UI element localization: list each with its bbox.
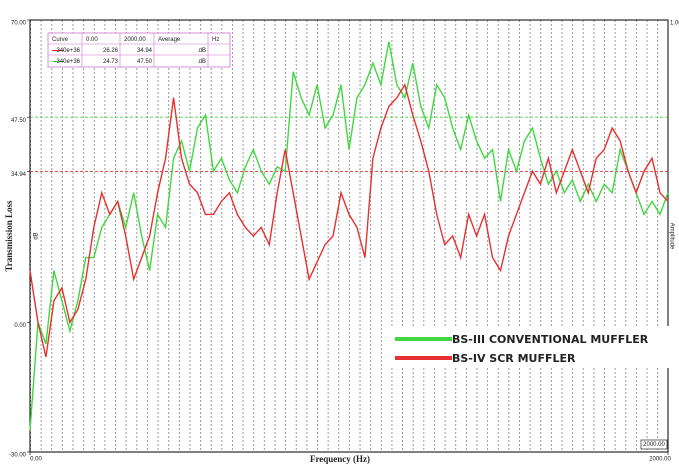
table-header: Hz — [212, 37, 219, 43]
x-tick-label: 0.00 — [30, 457, 42, 463]
series-line — [29, 83, 669, 358]
table-cell: 26.26 — [103, 48, 119, 54]
cursor-box — [640, 439, 668, 450]
y-unit: dB — [34, 232, 40, 239]
x-axis-label: Frequency (Hz) — [310, 454, 370, 464]
table-header: Average — [158, 37, 181, 43]
y-tick-label: 70.00 — [11, 21, 27, 27]
y2-axis-label: Amplitude — [668, 223, 674, 250]
table-header: 2000.00 — [124, 37, 146, 43]
series-line — [29, 41, 669, 431]
y-tick-label: -30.00 — [9, 453, 27, 459]
y-axis-label: Transmission Loss — [4, 200, 14, 272]
plot-frame — [29, 19, 669, 453]
table-header: 0.00 — [86, 37, 98, 43]
cursor-label: 2000.00 — [643, 442, 665, 448]
y-tick-label: 34.94 — [11, 172, 27, 178]
table-cell: 24.73 — [103, 59, 119, 65]
x-tick-label: 2000.00 — [649, 457, 671, 463]
table-cell: 34.94 — [137, 48, 153, 54]
legend-label: BS-IV SCR MUFFLER — [452, 352, 576, 365]
y2-tick-label: 1.00 — [670, 21, 679, 27]
y-tick-label: 0.00 — [14, 323, 26, 329]
y-tick-label: 47.50 — [11, 118, 27, 124]
table-cell: -340e+36 — [54, 48, 80, 54]
table-header: Curve — [52, 37, 69, 43]
table-cell: dB — [199, 59, 206, 65]
vertical-grid — [30, 20, 668, 452]
table-cell: -340e+36 — [54, 59, 80, 65]
table-cell: 47.50 — [137, 59, 153, 65]
table-cell: dB — [199, 48, 206, 54]
legend-background — [390, 326, 670, 368]
legend-label: BS-III CONVENTIONAL MUFFLER — [452, 333, 649, 346]
cursor-table — [47, 32, 231, 68]
